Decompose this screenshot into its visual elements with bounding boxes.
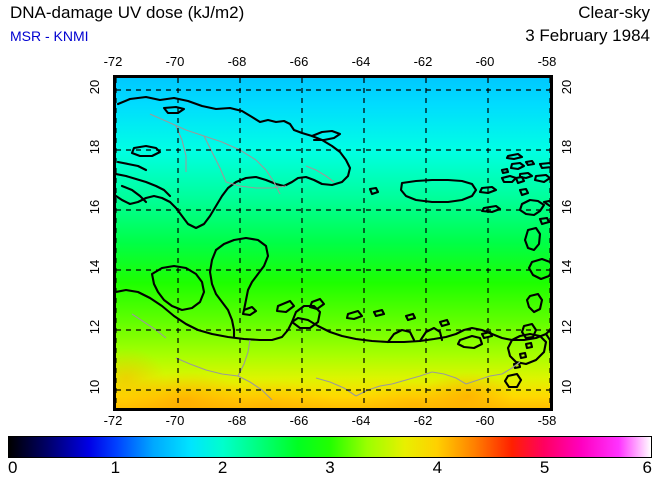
xtick-bottom--66: -66 <box>289 413 309 428</box>
xtick-top--70: -70 <box>165 54 185 69</box>
xtick-top--62: -62 <box>413 54 433 69</box>
xtick-bottom--62: -62 <box>413 413 433 428</box>
ytick-right-10: 10 <box>559 379 575 395</box>
ytick-left-12: 12 <box>87 319 103 335</box>
ytick-right-18: 18 <box>559 139 575 155</box>
ytick-right-20: 20 <box>559 79 575 95</box>
colorbar-tick-0: 0 <box>8 458 18 477</box>
colorbar <box>8 436 652 458</box>
xtick-top--64: -64 <box>351 54 371 69</box>
colorbar-tick-labels: 0 1 2 3 4 5 6 <box>8 458 652 480</box>
map-plot-frame <box>113 75 553 411</box>
ytick-left-16: 16 <box>87 199 103 215</box>
ytick-left-20: 20 <box>87 79 103 95</box>
ytick-left-10: 10 <box>87 379 103 395</box>
map-plot-area <box>116 78 550 408</box>
sky-condition-label: Clear-sky <box>578 3 650 22</box>
colorbar-tick-6: 6 <box>642 458 652 477</box>
colorbar-tick-4: 4 <box>432 458 443 477</box>
colorbar-tick-3: 3 <box>325 458 335 477</box>
colorbar-gradient <box>8 436 652 458</box>
xtick-bottom--72: -72 <box>103 413 123 428</box>
uv-dose-field <box>116 78 550 408</box>
date-label: 3 February 1984 <box>525 26 650 45</box>
xtick-bottom--64: -64 <box>351 413 371 428</box>
coastline-overlay <box>116 95 550 401</box>
colorbar-tick-1: 1 <box>110 458 121 477</box>
ytick-right-12: 12 <box>559 319 575 335</box>
xtick-top--66: -66 <box>289 54 309 69</box>
ytick-right-14: 14 <box>559 259 575 275</box>
ytick-right-16: 16 <box>559 199 575 215</box>
xtick-bottom--70: -70 <box>165 413 185 428</box>
xtick-top--60: -60 <box>475 54 495 69</box>
xtick-bottom--60: -60 <box>475 413 495 428</box>
xtick-top--58: -58 <box>537 54 557 69</box>
xtick-top--72: -72 <box>103 54 123 69</box>
ytick-left-14: 14 <box>87 259 103 275</box>
colorbar-tick-2: 2 <box>217 458 228 477</box>
page-title: DNA-damage UV dose (kJ/m2) <box>10 3 245 22</box>
xtick-bottom--68: -68 <box>227 413 247 428</box>
xtick-top--68: -68 <box>227 54 247 69</box>
colorbar-tick-5: 5 <box>539 458 550 477</box>
data-source-label: MSR - KNMI <box>10 28 89 44</box>
ytick-left-18: 18 <box>87 139 103 155</box>
xtick-bottom--58: -58 <box>537 413 557 428</box>
